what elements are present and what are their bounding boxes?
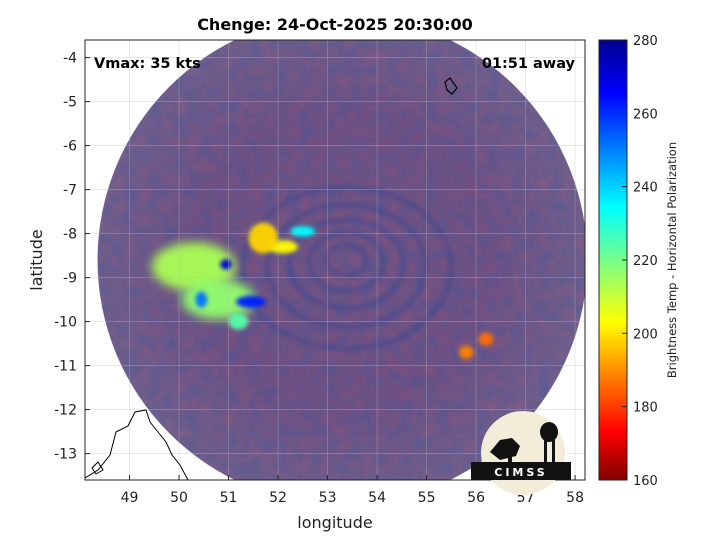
y-tick-label: -4 bbox=[63, 51, 77, 67]
convective-tail bbox=[181, 279, 256, 320]
x-axis-label: longitude bbox=[297, 513, 372, 532]
colorbar-tick-label: 180 bbox=[633, 401, 658, 416]
logo-text: CIMSS bbox=[494, 466, 547, 479]
x-tick-label: 58 bbox=[566, 490, 584, 506]
convective-core bbox=[151, 242, 236, 291]
x-tick-label: 53 bbox=[319, 490, 337, 506]
colorbar-label: Brightness Temp - Horizontal Polarizatio… bbox=[665, 142, 679, 378]
x-tick-label: 54 bbox=[368, 490, 386, 506]
colorbar-tick-label: 280 bbox=[633, 34, 658, 49]
y-tick-label: -6 bbox=[63, 139, 77, 155]
swath-image bbox=[97, 40, 585, 480]
y-tick-label: -8 bbox=[63, 227, 77, 243]
grid-lines bbox=[85, 40, 585, 480]
y-axis-label: latitude bbox=[27, 229, 46, 290]
hot-spot-4 bbox=[290, 226, 316, 237]
plot-area bbox=[85, 40, 585, 480]
y-tick-label: -11 bbox=[54, 359, 77, 375]
colorbar-tick-label: 200 bbox=[633, 327, 658, 342]
cimss-logo: CIMSS bbox=[471, 411, 571, 495]
y-tick-label: -9 bbox=[63, 271, 77, 287]
hot-spot-3 bbox=[195, 291, 208, 308]
y-tick-label: -5 bbox=[63, 95, 77, 111]
y-axis: -4 -5 -6 -7 -8 -9 -10 -11 -12 -13 bbox=[54, 51, 90, 463]
coastline bbox=[85, 77, 458, 480]
y-tick-label: -13 bbox=[54, 447, 77, 463]
colorbar-tick-label: 240 bbox=[633, 181, 658, 196]
time-offset-annotation: 01:51 away bbox=[482, 56, 576, 72]
hot-spot-1 bbox=[220, 259, 233, 270]
vmax-annotation: Vmax: 35 kts bbox=[94, 56, 201, 72]
x-tick-label: 49 bbox=[121, 490, 139, 506]
colorbar-tick-label: 160 bbox=[633, 474, 658, 489]
x-tick-label: 55 bbox=[418, 490, 436, 506]
band-2 bbox=[248, 222, 279, 254]
colorbar-ticks: 280 260 240 220 200 180 160 bbox=[622, 34, 658, 489]
x-tick-label: 52 bbox=[269, 490, 287, 506]
y-tick-label: -10 bbox=[54, 315, 77, 331]
hot-spot-2 bbox=[235, 295, 266, 308]
y-tick-label: -12 bbox=[54, 403, 77, 419]
x-axis: 49 50 51 52 53 54 55 56 57 58 bbox=[121, 475, 584, 506]
y-tick-label: -7 bbox=[63, 183, 77, 199]
colorbar-tick-label: 260 bbox=[633, 107, 658, 122]
x-tick-label: 50 bbox=[170, 490, 188, 506]
colorbar-tick-label: 220 bbox=[633, 254, 658, 269]
cell-east-1 bbox=[458, 345, 474, 359]
x-tick-label: 51 bbox=[220, 490, 238, 506]
chart-title: Chenge: 24-Oct-2025 20:30:00 bbox=[197, 15, 473, 34]
cyclone-spiral bbox=[240, 185, 453, 351]
x-tick-label: 56 bbox=[467, 490, 485, 506]
axes-frame bbox=[84, 39, 586, 481]
cell-east-2 bbox=[478, 332, 494, 346]
